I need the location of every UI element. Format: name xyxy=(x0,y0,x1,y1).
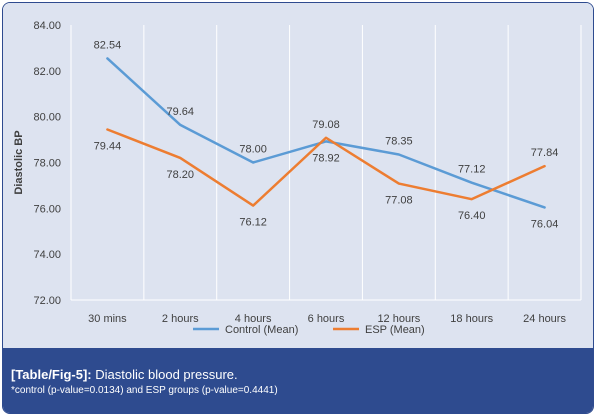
figure-caption: [Table/Fig-5]: Diastolic blood pressure.… xyxy=(3,348,593,413)
line-chart: 72.00 74.00 76.00 78.00 80.00 82.00 84.00 Diast… xyxy=(13,20,582,336)
data-label: 79.44 xyxy=(94,141,122,153)
data-label: 76.04 xyxy=(531,218,559,230)
y-tick-label: 82.00 xyxy=(33,66,61,78)
data-label: 79.64 xyxy=(167,106,195,118)
y-tick-label: 78.00 xyxy=(33,158,61,170)
y-tick-label: 80.00 xyxy=(33,112,61,124)
chart-area: 72.00 74.00 76.00 78.00 80.00 82.00 84.00 Diast… xyxy=(3,3,593,348)
data-label: 76.40 xyxy=(458,210,486,222)
series-line-esp xyxy=(106,128,546,207)
x-tick-label: 2 hours xyxy=(162,313,199,325)
x-tick-label: 18 hours xyxy=(450,313,493,325)
data-label: 77.08 xyxy=(385,195,413,207)
data-label: 76.12 xyxy=(239,217,267,229)
data-label: 79.08 xyxy=(312,119,340,131)
caption-text: Diastolic blood pressure. xyxy=(95,367,238,382)
data-label: 77.84 xyxy=(531,147,559,159)
legend-label: Control (Mean) xyxy=(225,324,298,336)
y-tick-label: 76.00 xyxy=(33,203,61,215)
y-tick-label: 72.00 xyxy=(33,295,61,307)
x-tick-label: 4 hours xyxy=(235,313,272,325)
legend-label: ESP (Mean) xyxy=(365,324,425,336)
x-tick-label: 12 hours xyxy=(377,313,420,325)
data-label: 78.00 xyxy=(239,144,267,156)
y-axis-label: Diastolic BP xyxy=(13,130,25,194)
y-tick-label: 74.00 xyxy=(33,249,61,261)
series-line-control xyxy=(106,57,546,209)
data-label: 78.20 xyxy=(167,169,195,181)
data-label: 78.92 xyxy=(312,152,340,164)
data-label: 82.54 xyxy=(94,39,122,51)
data-label: 77.12 xyxy=(458,164,486,176)
caption-label: [Table/Fig-5]: xyxy=(11,367,92,382)
x-tick-label: 30 mins xyxy=(88,313,127,325)
x-tick-label: 6 hours xyxy=(308,313,345,325)
caption-note: *control (p-value=0.0134) and ESP groups… xyxy=(11,385,278,396)
y-tick-label: 84.00 xyxy=(33,20,61,32)
x-tick-label: 24 hours xyxy=(523,313,566,325)
data-label: 78.35 xyxy=(385,135,413,147)
